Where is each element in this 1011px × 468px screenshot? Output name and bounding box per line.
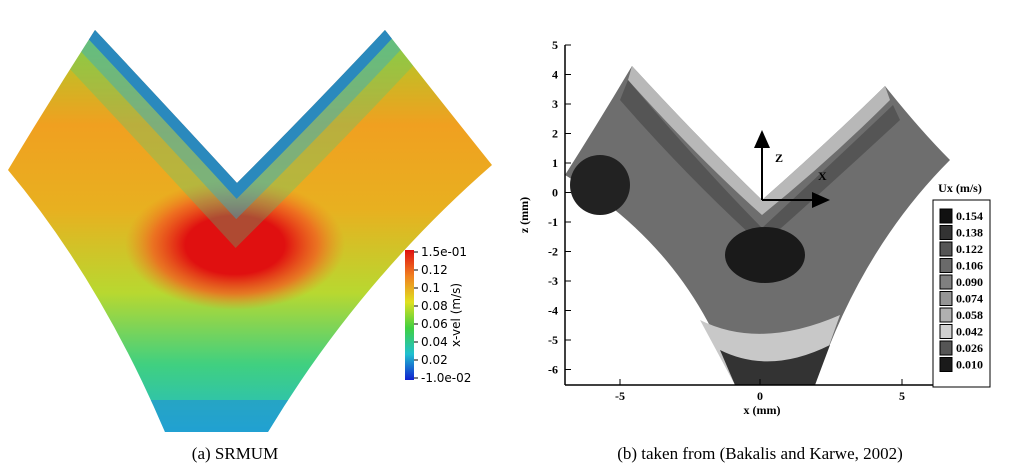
- y-tick-label: -4: [548, 304, 558, 318]
- colorbar-tick-label: 0.1: [421, 281, 440, 295]
- legend-label: 0.074: [956, 292, 983, 306]
- legend-label: 0.026: [956, 341, 983, 355]
- legend-swatch: [939, 357, 953, 372]
- y-tick-label: 2: [552, 127, 558, 141]
- legend-swatch: [939, 241, 953, 257]
- x-tick-label: -5: [615, 389, 625, 403]
- reference-plot: [564, 45, 991, 388]
- colorbar-tick-label: 1.5e-01: [421, 245, 467, 259]
- y-tick-label: -5: [548, 333, 558, 347]
- arrow-label: Z: [775, 151, 783, 165]
- legend-title: Ux (m/s): [938, 181, 982, 195]
- y-axis-label: z (mm): [517, 197, 531, 233]
- legend-label: 0.058: [956, 308, 983, 322]
- legend-swatch: [939, 307, 953, 323]
- colorbar-tick-label: 0.12: [421, 263, 448, 277]
- legend-swatch: [939, 340, 953, 356]
- legend-label: 0.138: [956, 226, 983, 240]
- y-tick-label: -2: [548, 245, 558, 259]
- y-tick-label: -6: [548, 363, 558, 377]
- x-tick-label: 0: [757, 389, 763, 403]
- y-tick-label: 0: [552, 186, 558, 200]
- legend-swatch: [939, 274, 953, 290]
- y-tick-label: 4: [552, 68, 558, 82]
- x-tick-label: 5: [899, 389, 905, 403]
- legend-label: 0.010: [956, 358, 983, 372]
- legend-label: 0.106: [956, 259, 983, 273]
- y-tick-label: -1: [548, 215, 558, 229]
- x-axis-label: x (mm): [744, 403, 781, 417]
- colorbar-label: x-vel (m/s): [449, 283, 463, 347]
- legend-label: 0.154: [956, 209, 983, 223]
- legend-swatch: [939, 258, 953, 273]
- legend-label: 0.122: [956, 242, 983, 256]
- caption: (b) taken from (Bakalis and Karwe, 2002): [617, 444, 903, 463]
- legend-label: 0.042: [956, 325, 983, 339]
- colorbar-tick-label: -1.0e-02: [421, 371, 471, 385]
- colorbar-tick-label: 0.04: [421, 335, 448, 349]
- y-tick-label: -3: [548, 274, 558, 288]
- colorbar-tick-label: 0.06: [421, 317, 448, 331]
- legend-swatch: [939, 225, 953, 240]
- colorbar-tick-label: 0.02: [421, 353, 448, 367]
- arrow-label: X: [818, 169, 827, 183]
- colorbar: [405, 250, 414, 380]
- legend-swatch: [939, 324, 953, 339]
- y-tick-label: 5: [552, 38, 558, 52]
- y-tick-label: 3: [552, 97, 558, 111]
- y-tick-label: 1: [552, 156, 558, 170]
- legend-swatch: [939, 291, 953, 306]
- legend-swatch: [939, 208, 953, 224]
- legend-label: 0.090: [956, 275, 983, 289]
- colorbar-tick-label: 0.08: [421, 299, 448, 313]
- caption: (a) SRMUM: [192, 444, 278, 463]
